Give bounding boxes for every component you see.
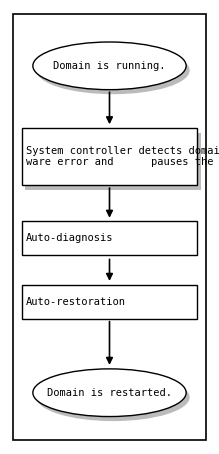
Ellipse shape: [33, 42, 186, 89]
Text: Auto-restoration: Auto-restoration: [26, 297, 126, 307]
Ellipse shape: [36, 373, 190, 421]
Bar: [22, 285, 197, 319]
Bar: [13, 14, 206, 440]
Bar: [22, 128, 197, 185]
Text: Auto-diagnosis: Auto-diagnosis: [26, 233, 114, 243]
Ellipse shape: [33, 369, 186, 417]
Text: Domain is restarted.: Domain is restarted.: [47, 388, 172, 398]
Text: System controller detects domain hard-
ware error and      pauses the domain.: System controller detects domain hard- w…: [26, 146, 219, 168]
Bar: [22, 222, 197, 255]
Text: Domain is running.: Domain is running.: [53, 61, 166, 71]
Ellipse shape: [36, 46, 190, 94]
Bar: [25, 133, 201, 190]
